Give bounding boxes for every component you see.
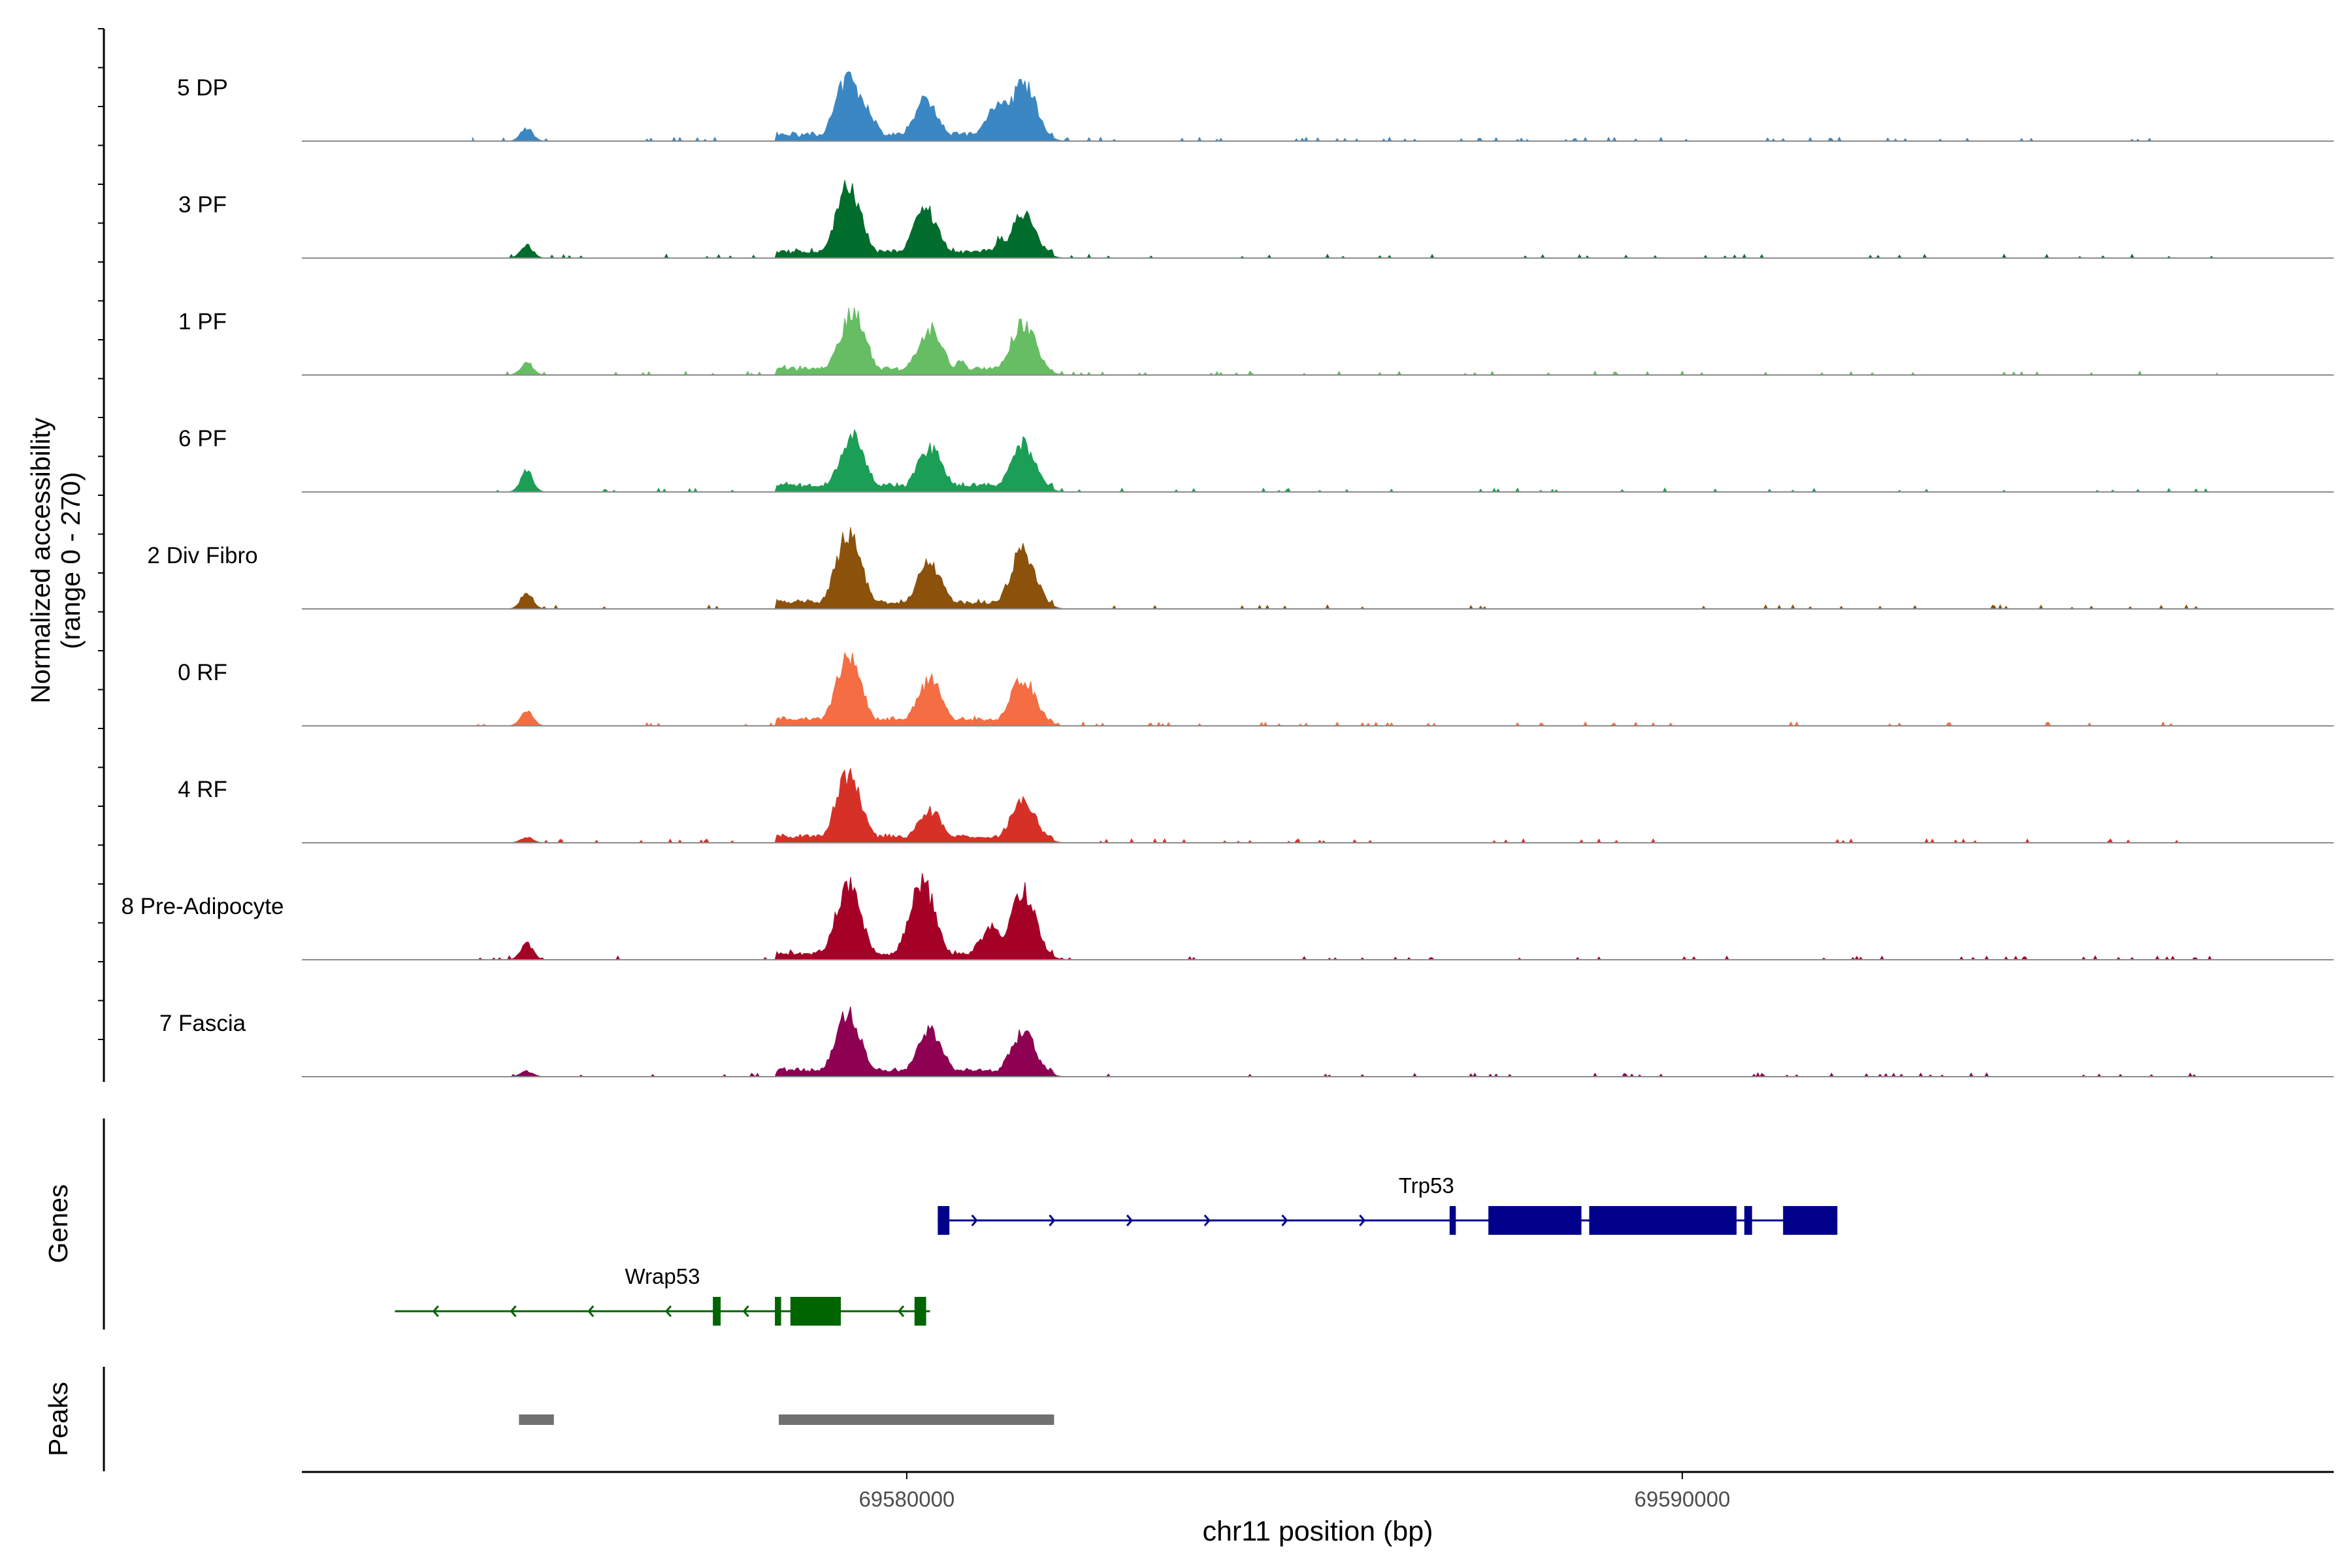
coverage-tracks: 5 DP 3 PF 1 PF 6 PF 2 Div Fibro 0 RF 4 RF 8 Pre… <box>121 71 2334 1078</box>
track-label: 3 PF <box>178 192 227 218</box>
coverage-track-7: 8 Pre-Adipocyte <box>121 873 2334 960</box>
gene-exon <box>1744 1206 1752 1235</box>
gene-exon <box>914 1297 926 1326</box>
x-tick-label: 69590000 <box>1634 1487 1730 1511</box>
strand-arrow <box>971 1215 978 1226</box>
coverage-signal <box>472 307 2218 376</box>
strand-arrow <box>1126 1215 1134 1226</box>
gene-exon <box>790 1297 841 1326</box>
gene-exon <box>1783 1206 1838 1235</box>
strand-arrow <box>1281 1215 1288 1226</box>
coverage-track-4: 2 Div Fibro <box>147 527 2334 610</box>
strand-arrow <box>1359 1215 1366 1226</box>
track-label: 0 RF <box>178 660 227 685</box>
coverage-track-8: 7 Fascia <box>159 1006 2334 1078</box>
gene-exon <box>1589 1206 1737 1235</box>
gene-wrap53: Wrap53 <box>395 1264 930 1326</box>
peak-region <box>519 1414 554 1425</box>
x-axis-title: chr11 position (bp) <box>1203 1516 1433 1547</box>
gene-trp53: Trp53 <box>938 1173 1838 1235</box>
coverage-track-6: 4 RF <box>178 768 2334 843</box>
gene-track: Trp53 Wrap53 <box>395 1173 1838 1326</box>
coverage-track-0: 5 DP <box>177 71 2334 142</box>
coverage-signal <box>472 768 2217 843</box>
strand-arrow <box>742 1305 749 1317</box>
gene-exon <box>713 1297 721 1326</box>
track-label: 1 PF <box>178 309 227 335</box>
y-axis-title-line1: Normalized accessibility <box>25 417 56 704</box>
coverage-track-5: 0 RF <box>178 651 2334 727</box>
coverage-signal <box>472 527 2217 610</box>
coverage-y-axis-ticks <box>98 28 104 1040</box>
gene-label: Trp53 <box>1399 1173 1454 1198</box>
coverage-signal <box>472 180 2217 259</box>
peaks-panel-label: Peaks <box>43 1382 73 1456</box>
track-label: 4 RF <box>178 777 227 802</box>
coverage-signal <box>472 1006 2217 1078</box>
coverage-track-1: 3 PF <box>178 180 2334 259</box>
coverage-signal <box>472 651 2217 727</box>
coverage-track-2: 1 PF <box>178 307 2334 376</box>
gene-label: Wrap53 <box>625 1264 700 1288</box>
coverage-track-3: 6 PF <box>178 426 2334 493</box>
track-label: 8 Pre-Adipocyte <box>121 894 284 919</box>
track-label: 6 PF <box>178 426 227 451</box>
strand-arrow <box>1049 1215 1056 1226</box>
gene-exon <box>1488 1206 1582 1235</box>
x-axis-ticks: 69580000 69590000 <box>858 1472 1730 1511</box>
track-label: 2 Div Fibro <box>147 543 257 568</box>
strand-arrow <box>510 1305 517 1317</box>
peak-track <box>519 1414 1054 1425</box>
strand-arrow <box>587 1305 595 1317</box>
coverage-signal <box>472 71 2217 142</box>
gene-exon <box>938 1206 950 1235</box>
track-label: 7 Fascia <box>159 1011 246 1036</box>
x-tick-label: 69580000 <box>858 1487 955 1511</box>
coverage-signal <box>472 873 2217 960</box>
peak-region <box>779 1414 1054 1425</box>
genes-panel-label: Genes <box>43 1184 73 1264</box>
coverage-signal <box>472 429 2217 493</box>
y-axis-title-line2: (range 0 - 270) <box>56 472 86 649</box>
gene-exon <box>775 1297 781 1326</box>
track-label: 5 DP <box>177 75 228 101</box>
gene-exon <box>1449 1206 1456 1235</box>
strand-arrow <box>1203 1215 1211 1226</box>
strand-arrow <box>432 1305 439 1317</box>
strand-arrow <box>664 1305 672 1317</box>
strand-arrow <box>898 1305 905 1317</box>
